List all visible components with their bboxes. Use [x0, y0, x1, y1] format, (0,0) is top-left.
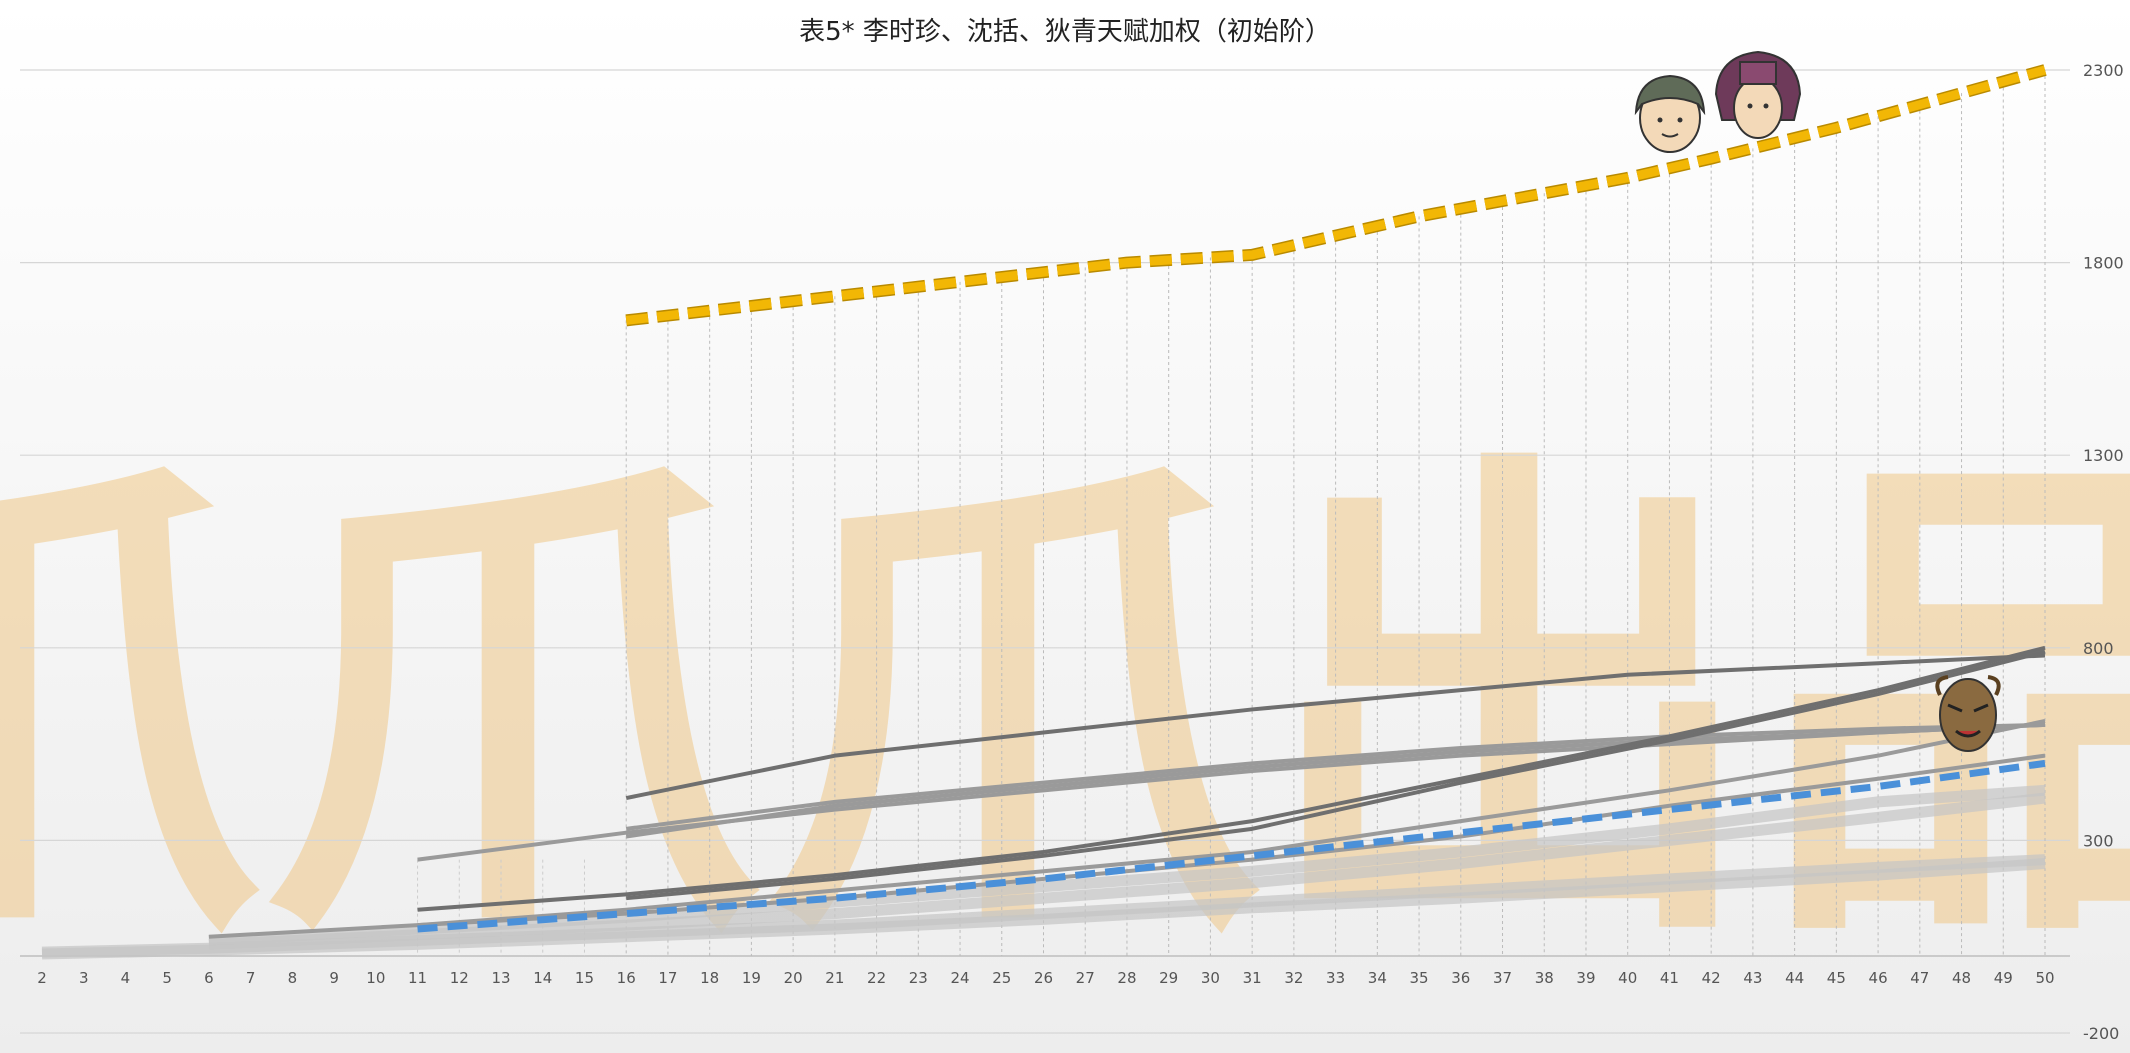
y-tick-label: 800 [2083, 639, 2114, 658]
series-line [625, 722, 2046, 831]
x-tick-label: 6 [204, 969, 214, 987]
x-tick-label: 32 [1284, 969, 1303, 987]
x-tick-label: 3 [79, 969, 89, 987]
x-tick-label: 16 [617, 969, 636, 987]
series-group [41, 64, 2047, 960]
x-tick-label: 31 [1243, 969, 1262, 987]
y-axis: 2300 1800 1300 800 300 -200 [2083, 61, 2124, 1043]
x-tick-label: 44 [1785, 969, 1804, 987]
x-tick-label: 39 [1576, 969, 1595, 987]
x-tick-label: 40 [1618, 969, 1637, 987]
y-tick-label: 1800 [2083, 254, 2124, 273]
series-line [417, 759, 2046, 933]
x-tick-label: 9 [329, 969, 339, 987]
series-line [417, 645, 2046, 912]
x-tick-label: 12 [450, 969, 469, 987]
scholar-portrait-icon [1634, 74, 1706, 153]
x-tick-label: 27 [1076, 969, 1095, 987]
y-tick-label: 300 [2083, 831, 2114, 850]
series-line-shadow [625, 64, 2047, 327]
x-tick-label: 28 [1117, 969, 1136, 987]
x-tick-label: 8 [288, 969, 298, 987]
x-tick-label: 23 [909, 969, 928, 987]
x-tick-label: 45 [1827, 969, 1846, 987]
x-tick-label: 19 [742, 969, 761, 987]
x-tick-label: 50 [2035, 969, 2054, 987]
x-tick-label: 34 [1368, 969, 1387, 987]
series-line [417, 722, 2046, 862]
x-tick-label: 38 [1535, 969, 1554, 987]
x-tick-label: 14 [533, 969, 552, 987]
x-tick-label: 29 [1159, 969, 1178, 987]
series-line [625, 653, 2046, 800]
x-tick-label: 47 [1910, 969, 1929, 987]
x-tick-label: 42 [1702, 969, 1721, 987]
x-tick-label: 17 [658, 969, 677, 987]
x-tick-label: 48 [1952, 969, 1971, 987]
x-tick-label: 10 [366, 969, 385, 987]
x-tick-label: 11 [408, 969, 427, 987]
general-mask-icon [1935, 675, 2001, 752]
x-tick-label: 18 [700, 969, 719, 987]
x-tick-label: 5 [162, 969, 172, 987]
x-tick-label: 15 [575, 969, 594, 987]
series-line [208, 792, 2046, 950]
x-tick-label: 35 [1410, 969, 1429, 987]
chart-title: 表5* 李时珍、沈括、狄青天赋加权（初始阶） [799, 17, 1331, 47]
x-tick-label: 21 [825, 969, 844, 987]
y-tick-label: 1300 [2083, 446, 2124, 465]
x-tick-label: 30 [1201, 969, 1220, 987]
x-tick-label: 2 [37, 969, 47, 987]
series-line [625, 65, 2047, 325]
x-tick-label: 36 [1451, 969, 1470, 987]
x-tick-label: 37 [1493, 969, 1512, 987]
x-tick-label: 4 [121, 969, 131, 987]
x-tick-label: 25 [992, 969, 1011, 987]
series-line [626, 649, 2046, 901]
y-tick-label: 2300 [2083, 61, 2124, 80]
x-tick-label: 24 [950, 969, 969, 987]
series-line [417, 719, 2046, 928]
y-tick-label: -200 [2083, 1024, 2119, 1043]
x-tick-label: 22 [867, 969, 886, 987]
x-axis: 2 3 4 5 6 7 8 9 10 11 12 13 14 15 16 17 18 19 20 21 22 23 24 25… [37, 969, 2054, 987]
hat-scholar-portrait-icon [1714, 50, 1802, 139]
x-tick-label: 41 [1660, 969, 1679, 987]
x-tick-label: 46 [1869, 969, 1888, 987]
x-tick-label: 13 [491, 969, 510, 987]
x-tick-label: 20 [784, 969, 803, 987]
x-tick-label: 43 [1743, 969, 1762, 987]
gridlines [20, 69, 2070, 1034]
x-tick-label: 7 [246, 969, 256, 987]
x-tick-label: 33 [1326, 969, 1345, 987]
x-tick-label: 49 [1994, 969, 2013, 987]
series-line [41, 858, 2046, 960]
x-tick-label: 26 [1034, 969, 1053, 987]
